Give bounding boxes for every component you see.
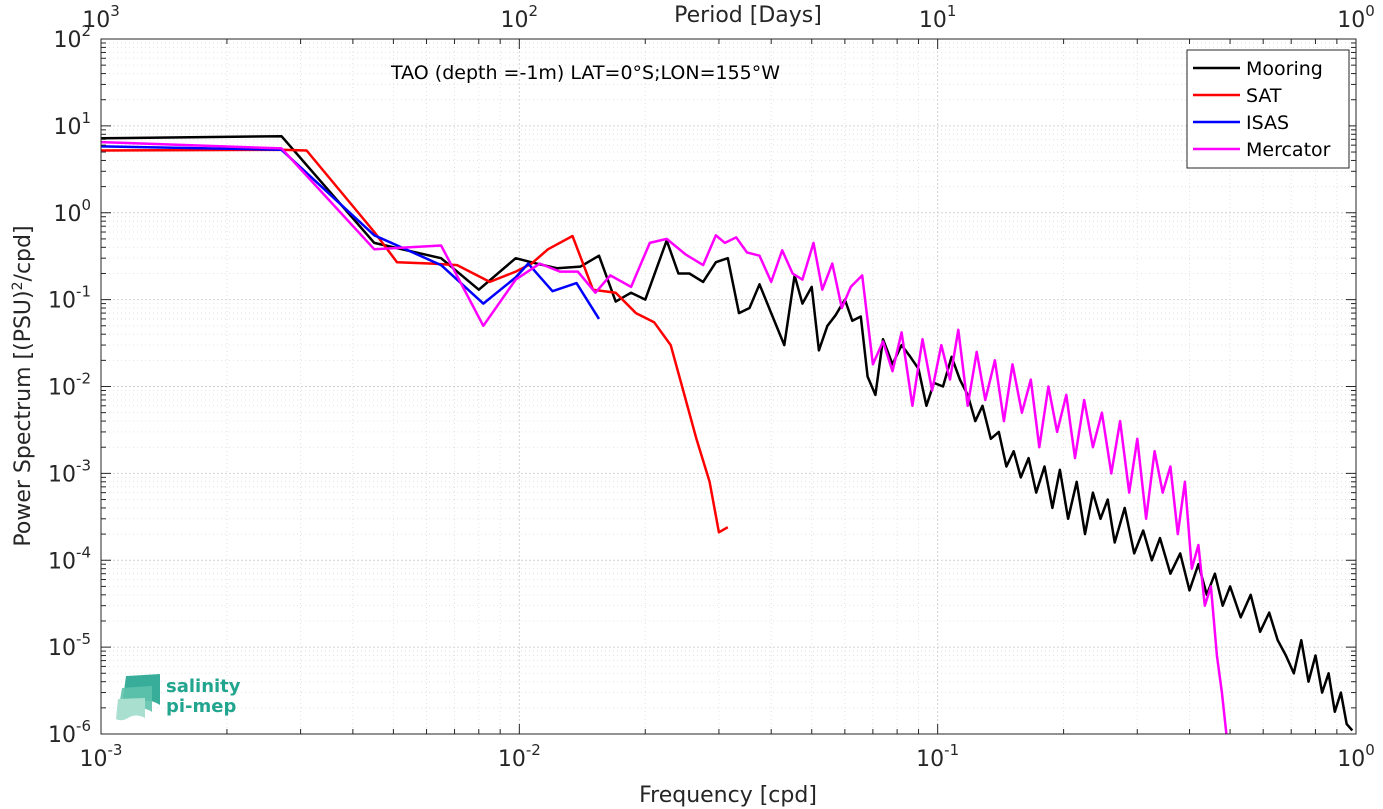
x-tick-base: 10 <box>1337 747 1365 772</box>
x-tick-label: 100 <box>1337 741 1375 772</box>
logo-text-pi-mep: pi-mep <box>166 696 236 717</box>
y-tick-label: 10-4 <box>48 543 91 574</box>
top-tick-base: 10 <box>82 8 110 33</box>
top-tick-exp: 0 <box>1365 2 1375 20</box>
legend-label-mooring: Mooring <box>1246 58 1323 80</box>
y-tick-label: 101 <box>53 109 91 140</box>
series-line-isas <box>101 145 601 320</box>
legend: Mooring SAT ISAS Mercator <box>1186 49 1350 169</box>
x-tick-label: 10-1 <box>916 741 959 772</box>
x-tick-exp: -3 <box>108 741 123 759</box>
top-tick-labels: 103 102 101 100 <box>82 2 1375 33</box>
top-tick-base: 10 <box>919 8 947 33</box>
y-tick-exp: 2 <box>81 22 91 40</box>
y-tick-exp: -6 <box>76 717 91 735</box>
y-tick-base: 10 <box>48 289 76 314</box>
y-tick-label: 102 <box>53 22 91 53</box>
y-axis-title-sup: 2 <box>10 281 26 290</box>
y-tick-base: 10 <box>48 723 76 748</box>
top-axis-title: Period [Days] <box>674 3 822 28</box>
y-tick-label: 10-6 <box>48 717 91 748</box>
top-tick-label: 102 <box>501 2 539 33</box>
x-tick-label: 10-2 <box>498 741 541 772</box>
x-tick-exp: -1 <box>944 741 959 759</box>
y-tick-label: 100 <box>53 196 91 227</box>
chart-annotation: TAO (depth =-1m) LAT=0°S;LON=155°W <box>390 62 780 84</box>
y-tick-base: 10 <box>53 115 81 140</box>
y-tick-exp: -1 <box>76 283 91 301</box>
y-tick-exp: -2 <box>76 370 91 388</box>
x-tick-base: 10 <box>498 747 526 772</box>
legend-label-mercator: Mercator <box>1246 139 1331 161</box>
y-tick-label: 10-5 <box>48 630 91 661</box>
y-axis-title-tail: /cpd] <box>11 225 36 281</box>
y-tick-label: 10-2 <box>48 370 91 401</box>
y-tick-base: 10 <box>48 549 76 574</box>
top-tick-exp: 2 <box>529 2 539 20</box>
x-tick-exp: 0 <box>1365 741 1375 759</box>
y-axis-title-main: Power Spectrum [(PSU) <box>11 290 36 546</box>
y-tick-exp: -5 <box>76 630 91 648</box>
axis-ticks <box>100 38 1357 735</box>
y-tick-label: 10-1 <box>48 283 91 314</box>
x-tick-labels: 10-3 10-2 10-1 100 <box>80 741 1375 772</box>
y-tick-base: 10 <box>48 462 76 487</box>
legend-label-sat: SAT <box>1246 85 1282 107</box>
top-tick-base: 10 <box>1337 8 1365 33</box>
x-tick-exp: -2 <box>526 741 541 759</box>
series-line-mercator <box>101 140 1228 734</box>
series-line-sat <box>101 148 729 534</box>
legend-items: Mooring SAT ISAS Mercator <box>1193 58 1331 161</box>
y-tick-base: 10 <box>53 202 81 227</box>
top-tick-base: 10 <box>501 8 529 33</box>
y-tick-label: 10-3 <box>48 456 91 487</box>
series-line-mooring <box>101 134 1354 732</box>
x-tick-base: 10 <box>80 747 108 772</box>
x-axis-title: Frequency [cpd] <box>639 783 817 808</box>
x-tick-base: 10 <box>916 747 944 772</box>
top-tick-exp: 3 <box>110 2 120 20</box>
y-tick-exp: -4 <box>76 543 91 561</box>
top-tick-label: 101 <box>919 2 957 33</box>
logo-text-salinity: salinity <box>166 676 241 697</box>
x-tick-label: 10-3 <box>80 741 123 772</box>
logo-wave-front <box>116 698 145 721</box>
y-axis-title: Power Spectrum [(PSU)2/cpd] <box>10 225 36 546</box>
salinity-pi-mep-logo: salinity pi-mep <box>116 674 241 721</box>
legend-label-isas: ISAS <box>1246 112 1289 134</box>
y-tick-exp: 1 <box>81 109 91 127</box>
y-tick-base: 10 <box>53 28 81 53</box>
top-tick-exp: 1 <box>947 2 957 20</box>
y-tick-exp: -3 <box>76 456 91 474</box>
y-tick-base: 10 <box>48 636 76 661</box>
top-tick-label: 103 <box>82 2 120 33</box>
series-lines <box>101 134 1354 734</box>
y-tick-base: 10 <box>48 376 76 401</box>
y-tick-exp: 0 <box>81 196 91 214</box>
top-tick-label: 100 <box>1337 2 1375 33</box>
